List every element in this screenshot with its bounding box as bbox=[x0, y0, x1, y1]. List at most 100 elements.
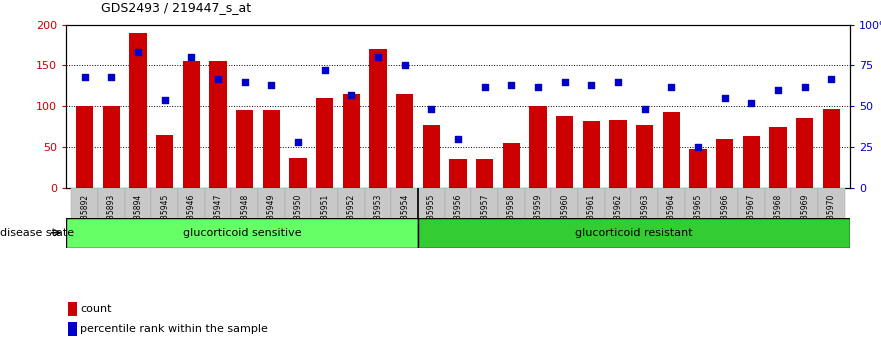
Point bbox=[264, 82, 278, 88]
Bar bbox=[498, 188, 525, 246]
Text: count: count bbox=[80, 304, 112, 314]
Bar bbox=[765, 188, 791, 246]
Bar bbox=[263, 110, 280, 188]
Point bbox=[638, 107, 652, 112]
Point bbox=[318, 68, 332, 73]
Text: GDS2493 / 219447_s_at: GDS2493 / 219447_s_at bbox=[101, 1, 251, 14]
Bar bbox=[391, 188, 418, 246]
Bar bbox=[130, 33, 147, 188]
Bar bbox=[396, 94, 413, 188]
Point bbox=[184, 55, 198, 60]
Bar bbox=[103, 106, 120, 188]
Point bbox=[478, 84, 492, 90]
Point bbox=[825, 76, 839, 81]
Bar bbox=[636, 125, 654, 188]
Bar bbox=[369, 49, 387, 188]
Bar bbox=[210, 62, 226, 188]
Bar bbox=[685, 188, 712, 246]
Bar bbox=[583, 121, 600, 188]
Bar bbox=[76, 106, 93, 188]
Point bbox=[798, 84, 812, 90]
Text: GSM135949: GSM135949 bbox=[267, 194, 276, 240]
Bar bbox=[232, 188, 258, 246]
Text: GSM135894: GSM135894 bbox=[134, 194, 143, 240]
Bar bbox=[258, 188, 285, 246]
Bar bbox=[610, 120, 626, 188]
Point bbox=[131, 50, 145, 55]
Bar bbox=[690, 149, 707, 188]
Bar bbox=[182, 62, 200, 188]
Bar bbox=[316, 98, 333, 188]
Bar bbox=[66, 218, 418, 248]
Text: GSM135893: GSM135893 bbox=[107, 194, 116, 240]
Point bbox=[344, 92, 359, 98]
Bar bbox=[125, 188, 152, 246]
Bar bbox=[418, 188, 445, 246]
Point bbox=[771, 87, 785, 93]
Text: GSM135964: GSM135964 bbox=[667, 194, 676, 240]
Point bbox=[558, 79, 572, 85]
Text: GSM135961: GSM135961 bbox=[587, 194, 596, 240]
Text: GSM135967: GSM135967 bbox=[747, 194, 756, 240]
Text: GSM135968: GSM135968 bbox=[774, 194, 782, 240]
Bar bbox=[338, 188, 365, 246]
Bar bbox=[712, 188, 738, 246]
Bar bbox=[529, 106, 547, 188]
Point bbox=[397, 63, 411, 68]
Bar bbox=[556, 116, 574, 188]
Bar bbox=[604, 188, 632, 246]
Point bbox=[238, 79, 252, 85]
Text: GSM135955: GSM135955 bbox=[427, 194, 436, 240]
Bar bbox=[423, 125, 440, 188]
Text: GSM135959: GSM135959 bbox=[534, 194, 543, 240]
Point bbox=[531, 84, 545, 90]
Text: disease state: disease state bbox=[0, 228, 74, 238]
Point bbox=[611, 79, 626, 85]
Point bbox=[78, 74, 92, 80]
Point bbox=[104, 74, 118, 80]
Bar bbox=[343, 94, 360, 188]
Text: GSM135962: GSM135962 bbox=[614, 194, 623, 240]
Bar bbox=[552, 188, 578, 246]
Bar bbox=[204, 188, 232, 246]
Bar bbox=[236, 110, 254, 188]
Bar bbox=[285, 188, 312, 246]
Bar bbox=[791, 188, 818, 246]
Bar bbox=[658, 188, 685, 246]
Bar bbox=[418, 218, 850, 248]
Point bbox=[691, 144, 705, 150]
Text: GSM135966: GSM135966 bbox=[721, 194, 729, 240]
Bar bbox=[71, 188, 98, 246]
Text: GSM135945: GSM135945 bbox=[160, 194, 169, 240]
Bar bbox=[525, 188, 552, 246]
Text: GSM135960: GSM135960 bbox=[560, 194, 569, 240]
Text: GSM135970: GSM135970 bbox=[827, 194, 836, 240]
Bar bbox=[743, 136, 760, 188]
Text: GSM135957: GSM135957 bbox=[480, 194, 489, 240]
Text: GSM135963: GSM135963 bbox=[640, 194, 649, 240]
Point bbox=[718, 95, 732, 101]
Bar bbox=[818, 188, 845, 246]
Bar bbox=[796, 118, 813, 188]
Bar bbox=[578, 188, 604, 246]
Bar bbox=[98, 188, 125, 246]
Text: GSM135948: GSM135948 bbox=[241, 194, 249, 240]
Text: GSM135950: GSM135950 bbox=[293, 194, 302, 240]
Bar bbox=[716, 139, 734, 188]
Text: GSM135953: GSM135953 bbox=[374, 194, 382, 240]
Text: GSM135892: GSM135892 bbox=[80, 194, 89, 240]
Text: GSM135969: GSM135969 bbox=[800, 194, 810, 240]
Bar bbox=[476, 159, 493, 188]
Bar bbox=[290, 158, 307, 188]
Point bbox=[664, 84, 678, 90]
Text: glucorticoid resistant: glucorticoid resistant bbox=[575, 228, 692, 238]
Bar bbox=[449, 159, 467, 188]
Point bbox=[584, 82, 598, 88]
Text: glucorticoid sensitive: glucorticoid sensitive bbox=[182, 228, 301, 238]
Bar bbox=[823, 109, 840, 188]
Bar bbox=[738, 188, 765, 246]
Text: GSM135958: GSM135958 bbox=[507, 194, 516, 240]
Bar bbox=[178, 188, 204, 246]
Point bbox=[425, 107, 439, 112]
Text: GSM135946: GSM135946 bbox=[187, 194, 196, 240]
